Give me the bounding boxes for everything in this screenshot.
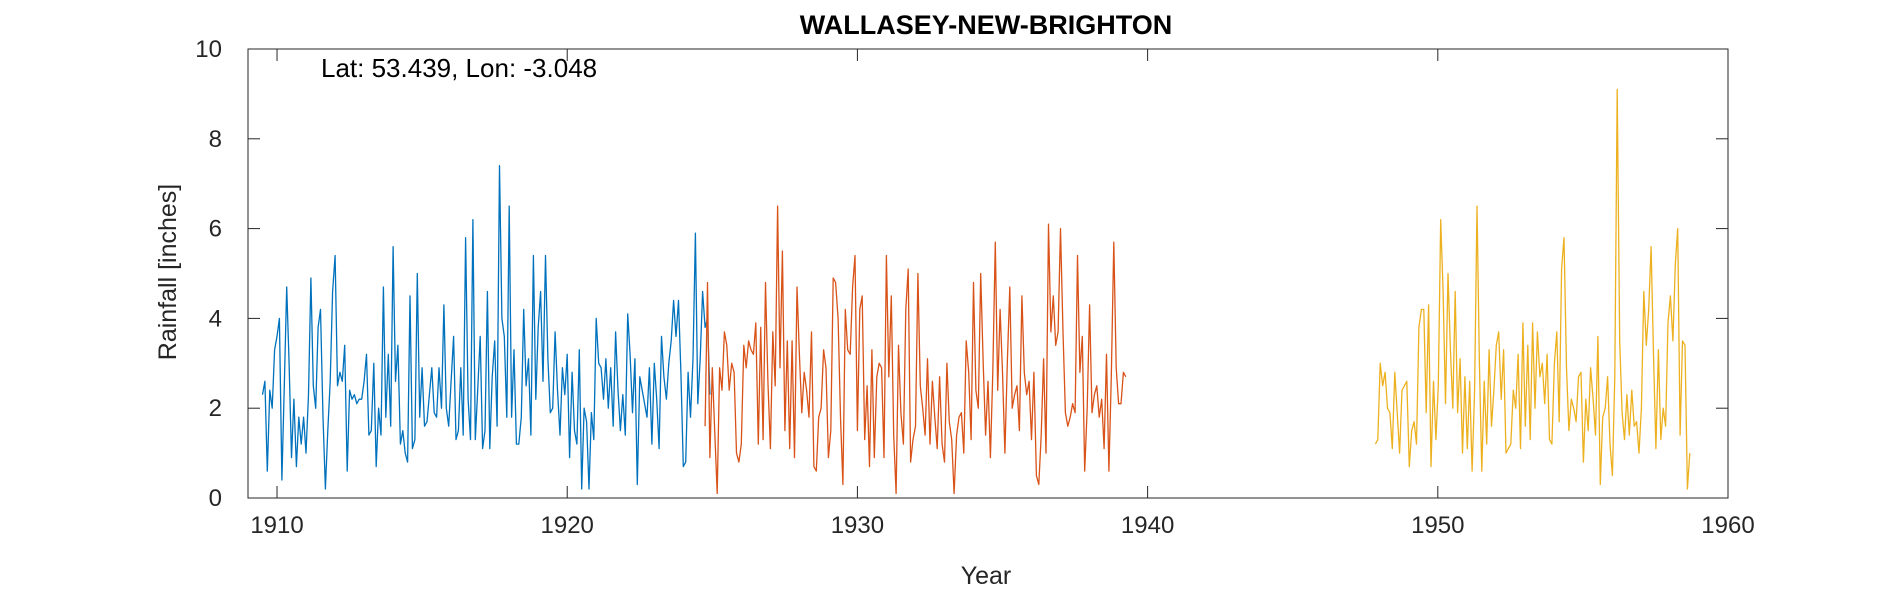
- ticks-layer: 1910 1920 1930 1940 1950 1960 0 2 4 6 8 10: [195, 36, 1754, 539]
- x-tick-label: 1910: [250, 512, 303, 539]
- x-tick-label: 1920: [541, 512, 594, 539]
- coordinates-annotation: Lat: 53.439, Lon: -3.048: [321, 53, 597, 83]
- y-axis-label: Rainfall [inches]: [154, 184, 182, 360]
- x-tick-label: 1950: [1411, 512, 1464, 539]
- y-tick-label: 10: [195, 36, 222, 63]
- rainfall-series-1: [261, 165, 711, 490]
- series-layer: [261, 88, 1691, 495]
- y-tick-label: 0: [209, 485, 222, 512]
- y-tick-label: 4: [209, 305, 222, 332]
- x-axis-label: Year: [961, 562, 1012, 590]
- x-tick-label: 1960: [1701, 512, 1754, 539]
- y-tick-label: 2: [209, 395, 222, 422]
- x-tick-label: 1930: [831, 512, 884, 539]
- plot-area-frame: [247, 48, 1729, 499]
- x-tick-label: 1940: [1121, 512, 1174, 539]
- chart-title: WALLASEY-NEW-BRIGHTON: [800, 10, 1172, 40]
- rainfall-series-3: [1374, 88, 1691, 490]
- rainfall-series-2: [704, 205, 1127, 495]
- y-tick-label: 8: [209, 126, 222, 153]
- y-tick-label: 6: [209, 216, 222, 243]
